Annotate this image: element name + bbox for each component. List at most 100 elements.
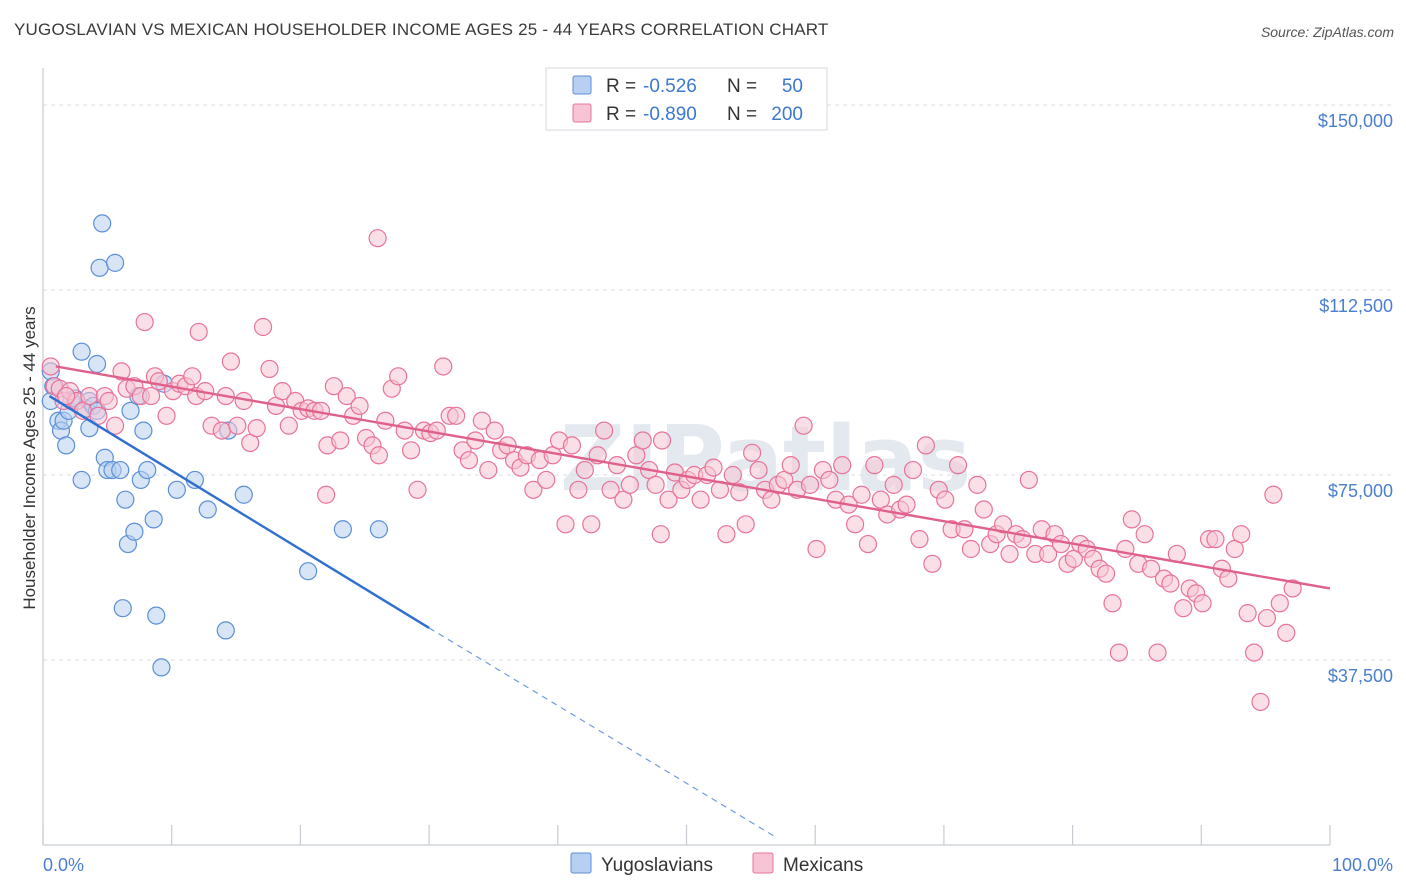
- legend-n-value-2: 200: [771, 104, 803, 125]
- mexicans-point: [1142, 559, 1161, 578]
- yugoslavians-point: [105, 253, 125, 272]
- mexicans-point: [89, 406, 108, 425]
- mexicans-point: [1232, 525, 1251, 544]
- mexicans-point: [910, 530, 929, 549]
- mexicans-point: [317, 485, 336, 504]
- mexicans-point: [1277, 623, 1296, 642]
- mexicans-points: [41, 229, 1302, 712]
- mexicans-point: [142, 386, 161, 406]
- mexicans-point: [1264, 485, 1283, 504]
- mexicans-point: [1039, 544, 1058, 564]
- mexicans-point: [183, 367, 202, 386]
- yugoslavians-point: [90, 258, 109, 277]
- mexicans-point: [1244, 643, 1264, 662]
- mexicans-point: [149, 372, 168, 391]
- mexicans-point: [884, 475, 903, 494]
- mexicans-point: [646, 475, 665, 494]
- mexicans-point: [459, 451, 479, 470]
- yugoslavians-trend-extension: [428, 627, 777, 839]
- legend-r-label-2: R =: [606, 104, 636, 125]
- mexicans-point: [575, 460, 594, 480]
- mexicans-point: [807, 539, 826, 559]
- yugoslavians-point: [216, 621, 235, 640]
- mexicans-point: [1103, 594, 1122, 613]
- legend-label-mexicans: Mexicans: [783, 855, 863, 876]
- mexicans-point: [923, 554, 942, 573]
- mexicans-point: [730, 483, 749, 502]
- mexicans-point: [247, 419, 266, 438]
- yugoslavians-point: [116, 490, 135, 509]
- mexicans-point: [157, 406, 176, 425]
- yugoslavians-point: [138, 460, 157, 480]
- mexicans-point: [916, 436, 935, 455]
- mexicans-point: [1270, 594, 1289, 613]
- yugoslavians-point: [121, 401, 140, 420]
- yugoslavians-point: [93, 214, 112, 233]
- mexicans-point: [57, 386, 76, 406]
- x-tick-label-max: 100.0%: [1332, 855, 1393, 875]
- yugoslavians-point: [167, 480, 186, 499]
- mexicans-point: [189, 322, 208, 342]
- legend-n-label-2: N =: [727, 104, 757, 125]
- mexicans-point: [948, 456, 968, 475]
- legend-label-yugoslavians: Yugoslavians: [601, 855, 713, 876]
- yugoslavians-point: [113, 599, 132, 618]
- mexicans-point: [1193, 594, 1212, 613]
- mexicans-point: [1051, 534, 1071, 554]
- x-axis-ticks: [42, 825, 1331, 845]
- mexicans-point: [99, 391, 118, 411]
- y-tick-label: $75,000: [1328, 481, 1393, 501]
- series-legend: Yugoslavians Mexicans: [570, 852, 863, 876]
- mexicans-point: [279, 416, 298, 435]
- mexicans-point: [135, 312, 154, 332]
- mexicans-point: [80, 386, 99, 406]
- yugoslavians-point: [87, 354, 107, 374]
- mexicans-trend-line: [55, 365, 1331, 590]
- mexicans-point: [865, 456, 884, 475]
- mexicans-point: [717, 525, 736, 544]
- mexicans-point: [556, 515, 575, 534]
- mexicans-point: [1019, 470, 1038, 490]
- yugoslavians-point: [144, 510, 163, 529]
- mexicans-point: [936, 490, 955, 509]
- mexicans-point: [524, 480, 543, 499]
- mexicans-point: [723, 465, 742, 485]
- mexicans-point: [350, 396, 369, 416]
- mexicans-point: [1238, 604, 1257, 623]
- mexicans-point: [472, 411, 491, 430]
- mexicans-point: [1148, 643, 1167, 662]
- mexicans-point: [331, 431, 350, 450]
- yugoslavians-point: [299, 562, 318, 581]
- mexicans-point: [1174, 599, 1193, 618]
- legend-r-label-1: R =: [606, 76, 636, 97]
- x-tick-label-min: 0.0%: [43, 855, 84, 875]
- yugoslavians-point: [369, 520, 389, 539]
- mexicans-point: [858, 534, 878, 554]
- mexicans-point: [221, 352, 241, 371]
- chart-title: YUGOSLAVIAN VS MEXICAN HOUSEHOLDER INCOM…: [14, 20, 829, 39]
- mexicans-point: [736, 515, 755, 534]
- mexicans-point: [743, 443, 762, 462]
- mexicans-point: [1096, 564, 1116, 583]
- mexicans-point: [974, 500, 993, 519]
- mexicans-point: [434, 357, 453, 376]
- mexicans-point: [794, 416, 813, 435]
- yugoslavians-point: [198, 500, 217, 519]
- legend-r-value-1: -0.526: [643, 76, 697, 97]
- yugoslavians-point: [72, 342, 91, 361]
- mexicans-point: [408, 480, 427, 499]
- mexicans-point: [601, 480, 620, 499]
- mexicans-point: [1257, 608, 1277, 628]
- mexicans-point: [1206, 530, 1225, 549]
- source-credit: Source: ZipAtlas.com: [1260, 24, 1394, 40]
- mexicans-point: [633, 431, 652, 450]
- mexicans-point: [395, 421, 414, 440]
- yugoslavians-point: [333, 520, 352, 539]
- legend-swatch-yugoslavians: [570, 852, 592, 874]
- y-tick-labels: $37,500 $75,000 $112,500 $150,000: [1318, 111, 1393, 686]
- yugoslavians-point: [111, 460, 130, 480]
- mexicans-point: [1109, 643, 1129, 662]
- mexicans-point: [253, 317, 273, 337]
- yugoslavians-point: [147, 606, 166, 625]
